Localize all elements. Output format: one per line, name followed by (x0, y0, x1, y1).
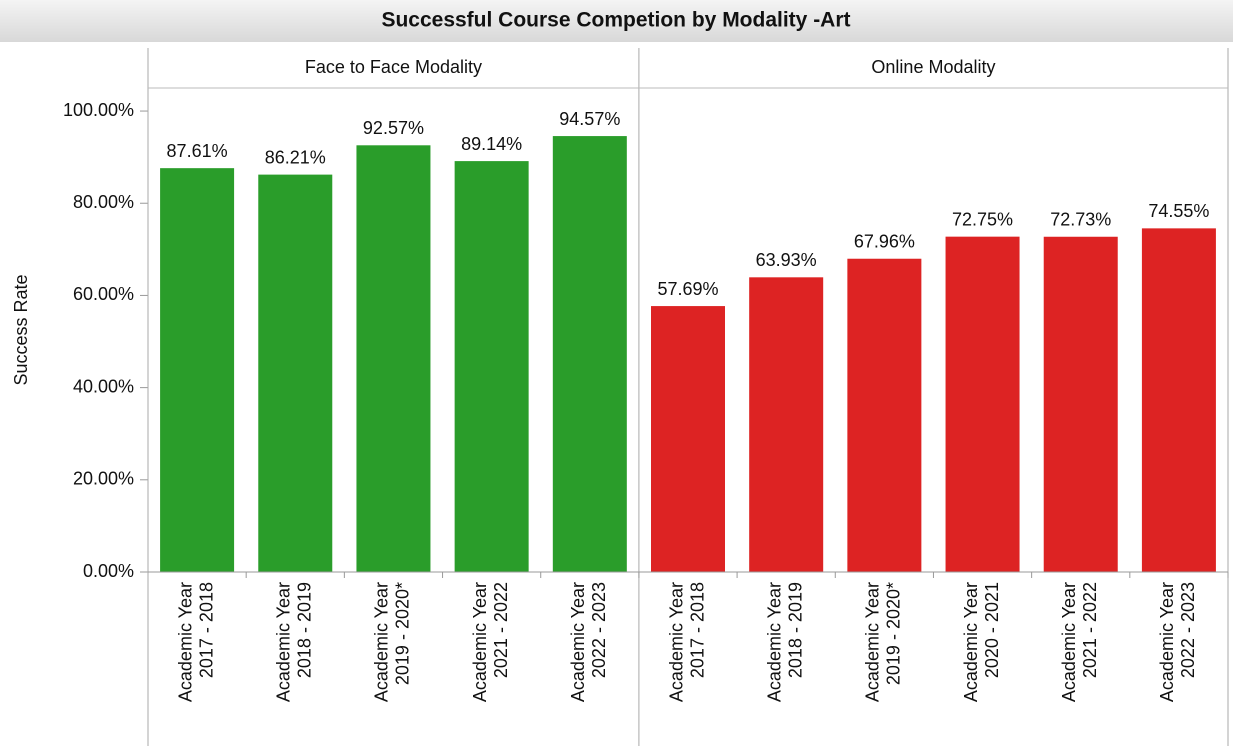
x-tick-label: Academic Year (666, 582, 686, 702)
x-tick-label: Academic Year (470, 582, 490, 702)
bar (651, 306, 725, 572)
x-tick-label: 2020 - 2021 (982, 582, 1002, 678)
value-label: 89.14% (461, 134, 522, 154)
panel-title: Face to Face Modality (305, 57, 482, 77)
y-tick-label: 60.00% (73, 284, 134, 304)
value-label: 63.93% (756, 250, 817, 270)
value-label: 72.73% (1050, 209, 1111, 229)
x-tick-label: Academic Year (764, 582, 784, 702)
x-tick-label: 2017 - 2018 (196, 582, 216, 678)
x-tick-label: Academic Year (372, 582, 392, 702)
value-label: 57.69% (657, 279, 718, 299)
bar (1141, 228, 1216, 573)
x-tick-label: Academic Year (274, 582, 294, 702)
bar (847, 258, 922, 572)
bar (945, 236, 1020, 572)
bar (1043, 236, 1118, 572)
panel-title: Online Modality (871, 57, 995, 77)
x-tick-label: 2022 - 2023 (1178, 582, 1198, 678)
x-tick-label: 2021 - 2022 (491, 582, 511, 678)
bar (552, 136, 627, 572)
x-tick-label: 2021 - 2022 (1080, 582, 1100, 678)
chart-title: Successful Course Competion by Modality … (381, 9, 850, 32)
y-tick-label: 100.00% (63, 100, 134, 120)
bar (160, 168, 235, 573)
x-tick-label: Academic Year (1059, 582, 1079, 702)
value-label: 74.55% (1148, 201, 1209, 221)
x-tick-label: 2017 - 2018 (687, 582, 707, 678)
x-tick-label: 2022 - 2023 (589, 582, 609, 678)
y-tick-label: 20.00% (73, 469, 134, 489)
x-tick-label: 2019 - 2020* (884, 582, 904, 685)
x-tick-label: Academic Year (863, 582, 883, 702)
value-label: 72.75% (952, 209, 1013, 229)
bar (749, 277, 824, 572)
y-tick-label: 0.00% (83, 561, 134, 581)
x-tick-label: 2018 - 2019 (295, 582, 315, 678)
value-label: 67.96% (854, 231, 915, 251)
value-label: 92.57% (363, 118, 424, 138)
x-tick-label: Academic Year (175, 582, 195, 702)
x-tick-label: Academic Year (1157, 582, 1177, 702)
y-tick-label: 80.00% (73, 192, 134, 212)
bar (454, 161, 529, 572)
bar (258, 174, 333, 572)
x-tick-label: 2019 - 2020* (393, 582, 413, 685)
y-axis-label: Success Rate (11, 274, 31, 385)
title-bar (0, 0, 1233, 42)
bar (356, 145, 431, 572)
value-label: 94.57% (559, 109, 620, 129)
x-tick-label: Academic Year (961, 582, 981, 702)
x-tick-label: 2018 - 2019 (785, 582, 805, 678)
value-label: 87.61% (167, 141, 228, 161)
x-tick-label: Academic Year (568, 582, 588, 702)
value-label: 86.21% (265, 147, 326, 167)
y-tick-label: 40.00% (73, 376, 134, 396)
